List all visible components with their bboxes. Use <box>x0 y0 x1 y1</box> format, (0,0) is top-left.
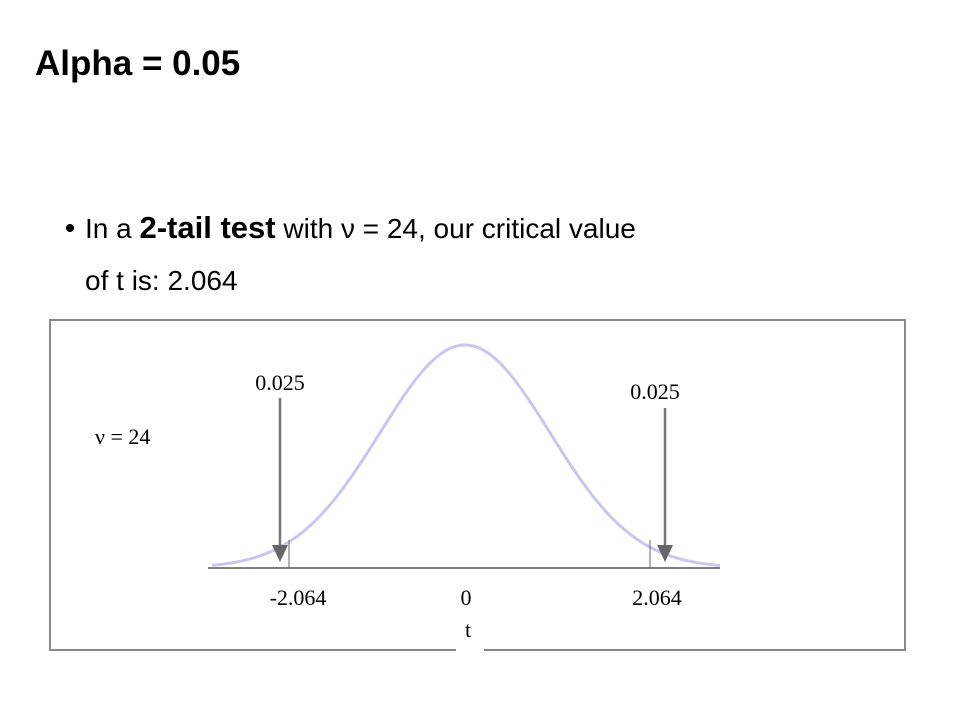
label-backdrop <box>456 612 484 652</box>
area-label: 0.025 <box>630 379 680 404</box>
bullet-text: In a <box>85 213 139 244</box>
t-curve <box>211 343 721 567</box>
slide-title: Alpha = 0.05 <box>35 44 240 83</box>
bullet-text: with ν = 24, our critical value <box>276 213 636 244</box>
center-label: 0 <box>461 585 472 610</box>
bullet-line: of t is: 2.064 <box>85 265 238 296</box>
bullet-line: In a 2-tail test with ν = 24, our critic… <box>85 210 636 245</box>
arrow-head <box>657 545 673 562</box>
axis-label: t <box>465 617 471 642</box>
arrow-head <box>272 545 288 562</box>
df-label: ν = 24 <box>95 424 150 449</box>
bullet-emphasis: 2-tail test <box>139 210 275 245</box>
critical-label: 2.064 <box>632 585 682 610</box>
bullet-dot <box>66 224 74 232</box>
area-label: 0.025 <box>255 370 305 395</box>
critical-label: -2.064 <box>270 585 327 610</box>
